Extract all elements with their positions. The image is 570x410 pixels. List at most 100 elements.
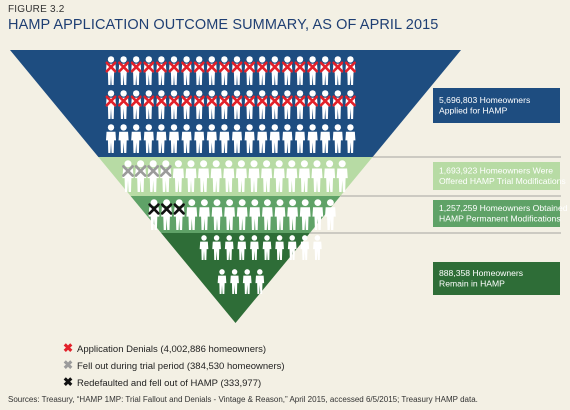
person-head xyxy=(120,56,127,63)
denial-x-mark xyxy=(294,95,306,107)
person-head xyxy=(244,269,250,275)
person-head xyxy=(259,90,266,97)
x-stroke xyxy=(118,95,130,107)
person-head xyxy=(221,124,228,131)
homeowner-icon xyxy=(255,269,265,294)
homeowner-icon xyxy=(262,199,273,230)
x-stroke xyxy=(332,95,344,107)
person-body xyxy=(235,168,247,192)
homeowner-icon xyxy=(282,124,293,153)
trial-fallout-x-icon: ✖ xyxy=(63,358,74,372)
homeowner-icon xyxy=(224,199,235,230)
homeowner-icon xyxy=(269,124,280,153)
person-head xyxy=(225,160,233,168)
homeowner-icon xyxy=(168,124,180,153)
person-head xyxy=(231,269,238,275)
x-stroke xyxy=(206,95,218,107)
denial-x-icon: ✖ xyxy=(63,341,74,355)
denial-x-mark xyxy=(155,61,167,73)
person-body xyxy=(186,207,198,230)
homeowner-icon xyxy=(185,160,197,192)
x-stroke xyxy=(269,61,281,73)
person-body xyxy=(210,168,222,192)
person-head xyxy=(150,199,158,207)
person-head xyxy=(334,90,341,97)
trial-fallout-x-mark xyxy=(134,165,147,177)
person-body xyxy=(244,131,255,153)
x-stroke xyxy=(134,165,147,177)
x-stroke xyxy=(281,95,293,107)
person-head xyxy=(250,160,258,168)
x-stroke xyxy=(181,95,193,107)
person-body xyxy=(332,131,343,153)
person-body xyxy=(312,207,324,230)
denial-x-mark xyxy=(193,95,205,107)
person-head xyxy=(187,160,195,168)
person-head xyxy=(326,199,334,207)
x-stroke xyxy=(307,95,319,107)
trial-fallout-x-mark xyxy=(122,165,134,177)
denial-x-mark xyxy=(155,95,167,107)
person-body xyxy=(262,241,272,260)
person-body xyxy=(255,275,265,294)
homeowner-icon xyxy=(311,160,323,192)
person-body xyxy=(257,131,268,153)
person-head xyxy=(233,56,241,63)
person-head xyxy=(196,56,203,63)
denial-x-mark xyxy=(118,61,130,73)
label-box-trial xyxy=(433,162,560,190)
x-stroke xyxy=(218,95,230,107)
person-head xyxy=(120,90,127,97)
figure-label: FIGURE 3.2 xyxy=(8,4,65,15)
person-head xyxy=(158,56,165,63)
redefault-x-mark xyxy=(173,203,185,215)
person-body xyxy=(324,168,336,192)
person-head xyxy=(246,90,253,97)
person-head xyxy=(226,235,232,241)
person-head xyxy=(175,199,183,207)
denial-x-mark xyxy=(130,61,142,73)
x-stroke xyxy=(206,61,218,73)
homeowner-icon xyxy=(199,235,209,260)
person-head xyxy=(246,124,253,131)
person-body xyxy=(274,207,286,230)
x-stroke xyxy=(155,61,167,73)
person-head xyxy=(133,56,140,63)
person-head xyxy=(213,235,220,241)
homeowner-icon xyxy=(242,269,252,294)
label-box-remain xyxy=(433,262,560,295)
person-body xyxy=(231,131,243,153)
label-box-applied xyxy=(433,88,560,123)
denial-x-mark xyxy=(307,95,319,107)
homeowner-icon xyxy=(274,199,286,230)
homeowner-icon xyxy=(217,269,227,294)
denial-x-mark xyxy=(231,61,243,73)
person-head xyxy=(271,90,278,97)
homeowner-icon xyxy=(313,235,322,260)
person-head xyxy=(133,90,140,97)
homeowner-icon xyxy=(300,235,310,260)
denial-x-mark xyxy=(105,61,117,73)
person-head xyxy=(201,235,207,241)
person-head xyxy=(302,235,308,241)
person-body xyxy=(273,168,285,192)
label-line2-remain: Remain in HAMP xyxy=(439,279,505,289)
legend-item-trial-fallout: ✖ Fell out during trial period (384,530 h… xyxy=(63,358,285,372)
x-stroke xyxy=(122,165,134,177)
person-head xyxy=(309,124,316,131)
person-body xyxy=(143,131,154,153)
denial-x-mark xyxy=(118,95,130,107)
homeowner-icon xyxy=(261,160,273,192)
denial-x-mark xyxy=(206,61,218,73)
homeowner-icon xyxy=(118,124,129,153)
legend-label: Redefaulted and fell out of HAMP (333,97… xyxy=(77,378,262,389)
denial-x-mark xyxy=(319,95,331,107)
legend-item-redefault: ✖ Redefaulted and fell out of HAMP (333,9… xyxy=(63,375,261,389)
homeowner-icon xyxy=(194,124,205,153)
homeowner-icon xyxy=(332,124,343,153)
person-head xyxy=(200,199,208,207)
denial-x-mark xyxy=(244,61,256,73)
x-stroke xyxy=(105,61,117,73)
person-head xyxy=(338,160,346,168)
